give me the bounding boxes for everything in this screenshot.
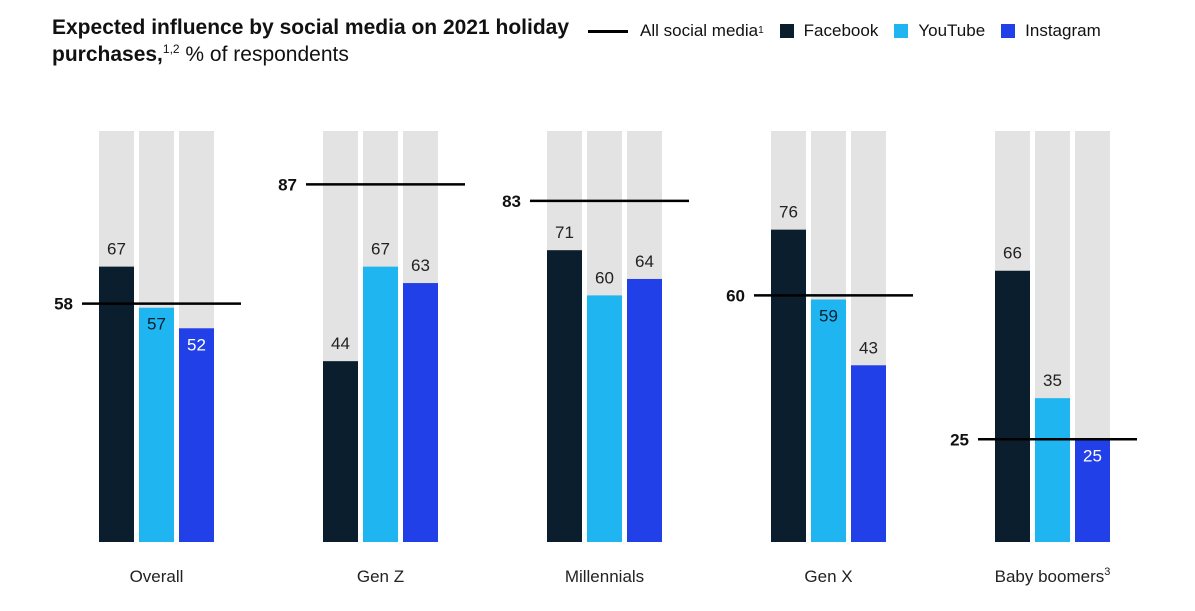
category-footnote: 3: [1104, 566, 1110, 578]
value-label-facebook: 76: [779, 203, 798, 222]
value-label-youtube: 60: [595, 268, 614, 287]
legend-label: Facebook: [803, 21, 879, 40]
legend-label: Instagram: [1025, 21, 1101, 40]
legend-label: YouTube: [918, 21, 986, 40]
bar-facebook: [995, 270, 1030, 542]
value-label-instagram: 43: [859, 338, 878, 357]
category-label: Baby boomers3: [995, 566, 1111, 586]
value-label-youtube: 67: [371, 240, 390, 259]
bar-facebook: [99, 266, 134, 542]
chart-title-bold: Expected influence by social media on 20…: [52, 16, 570, 66]
value-label-facebook: 67: [107, 240, 126, 259]
legend-line-marker: [588, 29, 628, 33]
bar-instagram: [179, 328, 214, 542]
bar-facebook: [323, 361, 358, 542]
value-label-youtube: 35: [1043, 371, 1062, 390]
value-label-instagram: 25: [1083, 446, 1102, 465]
bar-instagram: [403, 283, 438, 542]
bar-facebook: [771, 229, 806, 542]
value-label-youtube: 59: [819, 307, 838, 326]
legend-item-facebook: Facebook: [779, 21, 879, 41]
bar-youtube: [363, 266, 398, 542]
reference-line-label: 87: [278, 175, 297, 194]
bar-instagram: [1075, 439, 1110, 542]
category-label: Gen Z: [357, 567, 404, 586]
bar-youtube: [139, 307, 174, 542]
legend-swatch: [894, 24, 909, 38]
reference-line-label: 83: [502, 192, 521, 211]
category-label: Gen X: [804, 567, 852, 586]
value-label-youtube: 57: [147, 315, 166, 334]
reference-line-label: 25: [950, 430, 969, 449]
value-label-instagram: 52: [187, 335, 206, 354]
chart-title: Expected influence by social media on 20…: [52, 14, 572, 68]
legend-label: All social media: [640, 21, 759, 40]
reference-line-label: 58: [54, 295, 73, 314]
bar-facebook: [547, 250, 582, 542]
bar-youtube: [1035, 398, 1070, 542]
value-label-instagram: 63: [411, 256, 430, 275]
bar-youtube: [811, 299, 846, 542]
legend-item-all-social-media: All social media 1: [588, 21, 764, 41]
legend-item-instagram: Instagram: [1001, 21, 1101, 41]
reference-line-label: 60: [726, 286, 745, 305]
category-label: Overall: [130, 567, 184, 586]
chart-title-footnote: 1,2: [162, 42, 180, 56]
value-label-facebook: 44: [331, 334, 350, 353]
value-label-facebook: 71: [555, 223, 574, 242]
bar-youtube: [587, 295, 622, 542]
chart-subtitle: % of respondents: [179, 43, 349, 66]
value-label-facebook: 66: [1003, 244, 1022, 263]
legend-swatch: [1001, 24, 1016, 38]
chart-legend: All social media 1 Facebook YouTube Insta…: [588, 19, 1117, 43]
legend-item-youtube: YouTube: [894, 21, 985, 41]
category-label: Millennials: [565, 567, 644, 586]
bar-instagram: [627, 278, 662, 542]
value-label-instagram: 64: [635, 252, 654, 271]
legend-swatch: [779, 24, 794, 38]
bar-instagram: [851, 365, 886, 542]
